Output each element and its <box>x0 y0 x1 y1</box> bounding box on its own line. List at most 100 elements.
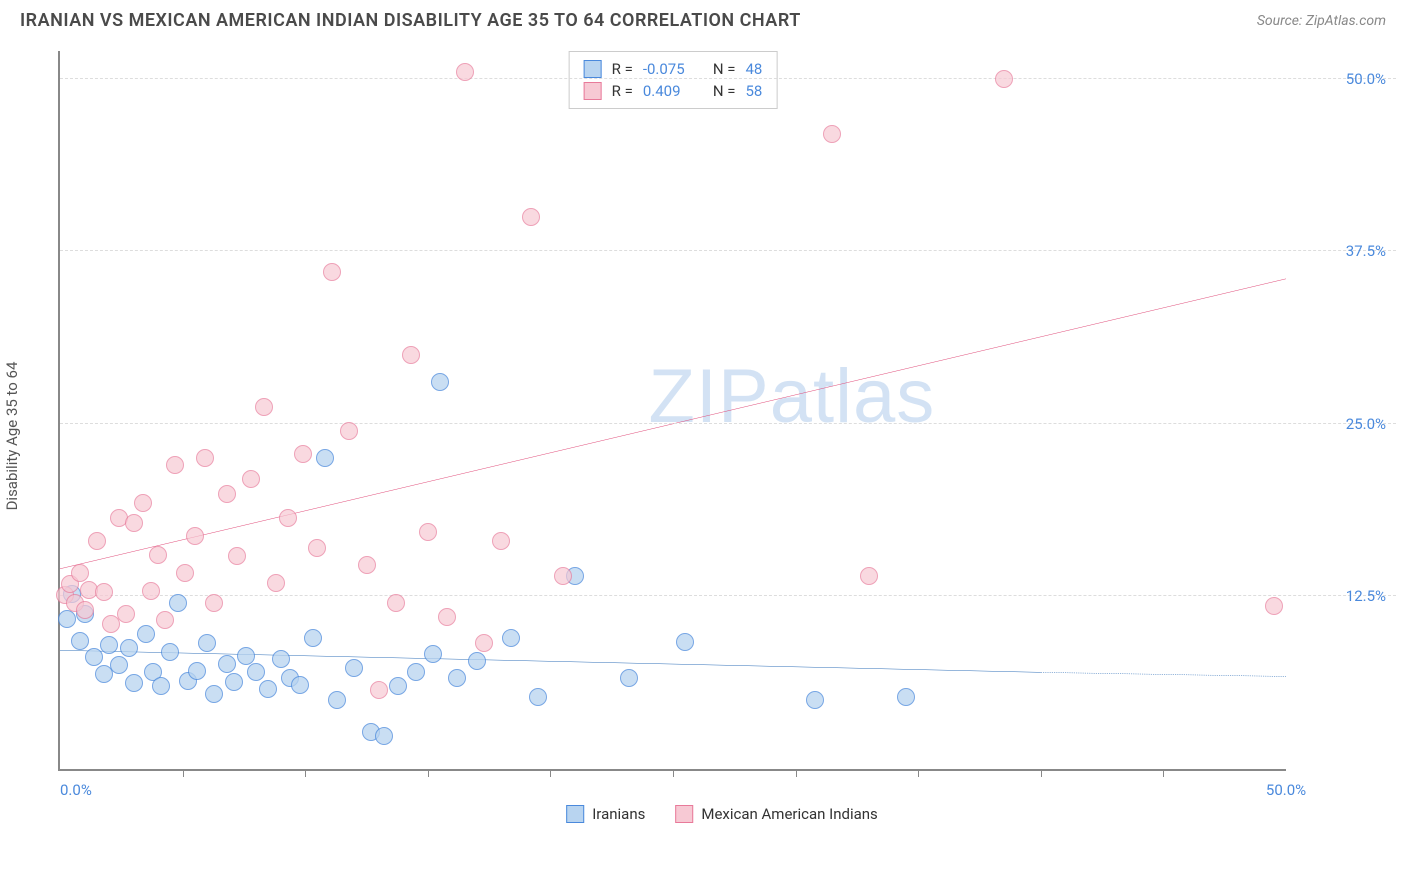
y-tick-label: 50.0% <box>1346 70 1386 88</box>
data-point <box>196 449 214 467</box>
x-tick <box>305 769 306 777</box>
data-point <box>237 647 255 665</box>
data-point <box>340 422 358 440</box>
trend-line <box>60 650 1041 672</box>
legend-swatch <box>566 805 584 823</box>
data-point <box>142 582 160 600</box>
data-point <box>402 346 420 364</box>
data-point <box>456 63 474 81</box>
data-point <box>137 625 155 643</box>
data-point <box>308 539 326 557</box>
legend-swatch <box>675 805 693 823</box>
data-point <box>149 546 167 564</box>
data-point <box>620 669 638 687</box>
r-label: R = <box>612 60 633 78</box>
y-tick-label: 25.0% <box>1346 415 1386 433</box>
data-point <box>389 677 407 695</box>
gridline <box>60 250 1396 251</box>
data-point <box>169 594 187 612</box>
gridline <box>60 423 1396 424</box>
data-point <box>279 509 297 527</box>
data-point <box>176 564 194 582</box>
data-point <box>125 514 143 532</box>
data-point <box>554 567 572 585</box>
r-value: 0.409 <box>643 82 703 100</box>
data-point <box>88 532 106 550</box>
data-point <box>225 673 243 691</box>
data-point <box>152 677 170 695</box>
legend-label: Iranians <box>592 805 645 823</box>
data-point <box>161 643 179 661</box>
data-point <box>448 669 466 687</box>
x-tick <box>918 769 919 777</box>
data-point <box>806 691 824 709</box>
data-point <box>186 527 204 545</box>
gridline <box>60 595 1396 596</box>
series-swatch <box>584 82 602 100</box>
legend-label: Mexican American Indians <box>701 805 877 823</box>
data-point <box>468 652 486 670</box>
data-point <box>492 532 510 550</box>
data-point <box>247 663 265 681</box>
n-label: N = <box>713 60 736 78</box>
n-value: 48 <box>745 60 762 78</box>
series-swatch <box>584 60 602 78</box>
data-point <box>522 208 540 226</box>
n-label: N = <box>713 82 736 100</box>
legend-item: Mexican American Indians <box>675 805 877 823</box>
x-tick <box>550 769 551 777</box>
plot-area: ZIPatlas R =-0.075N =48R =0.409N =58 12.… <box>58 51 1286 771</box>
data-point <box>242 470 260 488</box>
data-point <box>120 639 138 657</box>
data-point <box>431 373 449 391</box>
data-point <box>424 645 442 663</box>
data-point <box>387 594 405 612</box>
n-value: 58 <box>745 82 762 100</box>
y-tick-label: 12.5% <box>1346 587 1386 605</box>
data-point <box>328 691 346 709</box>
data-point <box>370 681 388 699</box>
correlation-row: R =0.409N =58 <box>584 80 763 102</box>
gridline <box>60 78 1396 79</box>
x-tick <box>183 769 184 777</box>
data-point <box>71 632 89 650</box>
data-point <box>259 680 277 698</box>
x-tick <box>673 769 674 777</box>
data-point <box>438 608 456 626</box>
data-point <box>228 547 246 565</box>
data-point <box>218 655 236 673</box>
data-point <box>205 594 223 612</box>
data-point <box>255 398 273 416</box>
data-point <box>676 633 694 651</box>
x-tick-label: 0.0% <box>60 781 92 799</box>
data-point <box>71 564 89 582</box>
data-point <box>100 636 118 654</box>
data-point <box>166 456 184 474</box>
data-point <box>304 629 322 647</box>
data-point <box>110 656 128 674</box>
data-point <box>85 648 103 666</box>
data-point <box>76 601 94 619</box>
x-tick-label: 50.0% <box>1266 781 1306 799</box>
data-point <box>358 556 376 574</box>
x-tick <box>428 769 429 777</box>
data-point <box>1265 597 1283 615</box>
legend: Iranians Mexican American Indians <box>566 805 878 823</box>
data-point <box>475 634 493 652</box>
data-point <box>272 650 290 668</box>
data-point <box>502 629 520 647</box>
correlation-box: R =-0.075N =48R =0.409N =58 <box>569 51 778 109</box>
data-point <box>995 70 1013 88</box>
data-point <box>117 605 135 623</box>
data-point <box>323 263 341 281</box>
y-axis-label: Disability Age 35 to 64 <box>3 362 21 511</box>
data-point <box>156 611 174 629</box>
data-point <box>95 583 113 601</box>
data-point <box>198 634 216 652</box>
source-attribution: Source: ZipAtlas.com <box>1257 13 1386 29</box>
data-point <box>316 449 334 467</box>
data-point <box>823 125 841 143</box>
watermark: ZIPatlas <box>648 353 935 440</box>
x-tick <box>1163 769 1164 777</box>
data-point <box>267 574 285 592</box>
